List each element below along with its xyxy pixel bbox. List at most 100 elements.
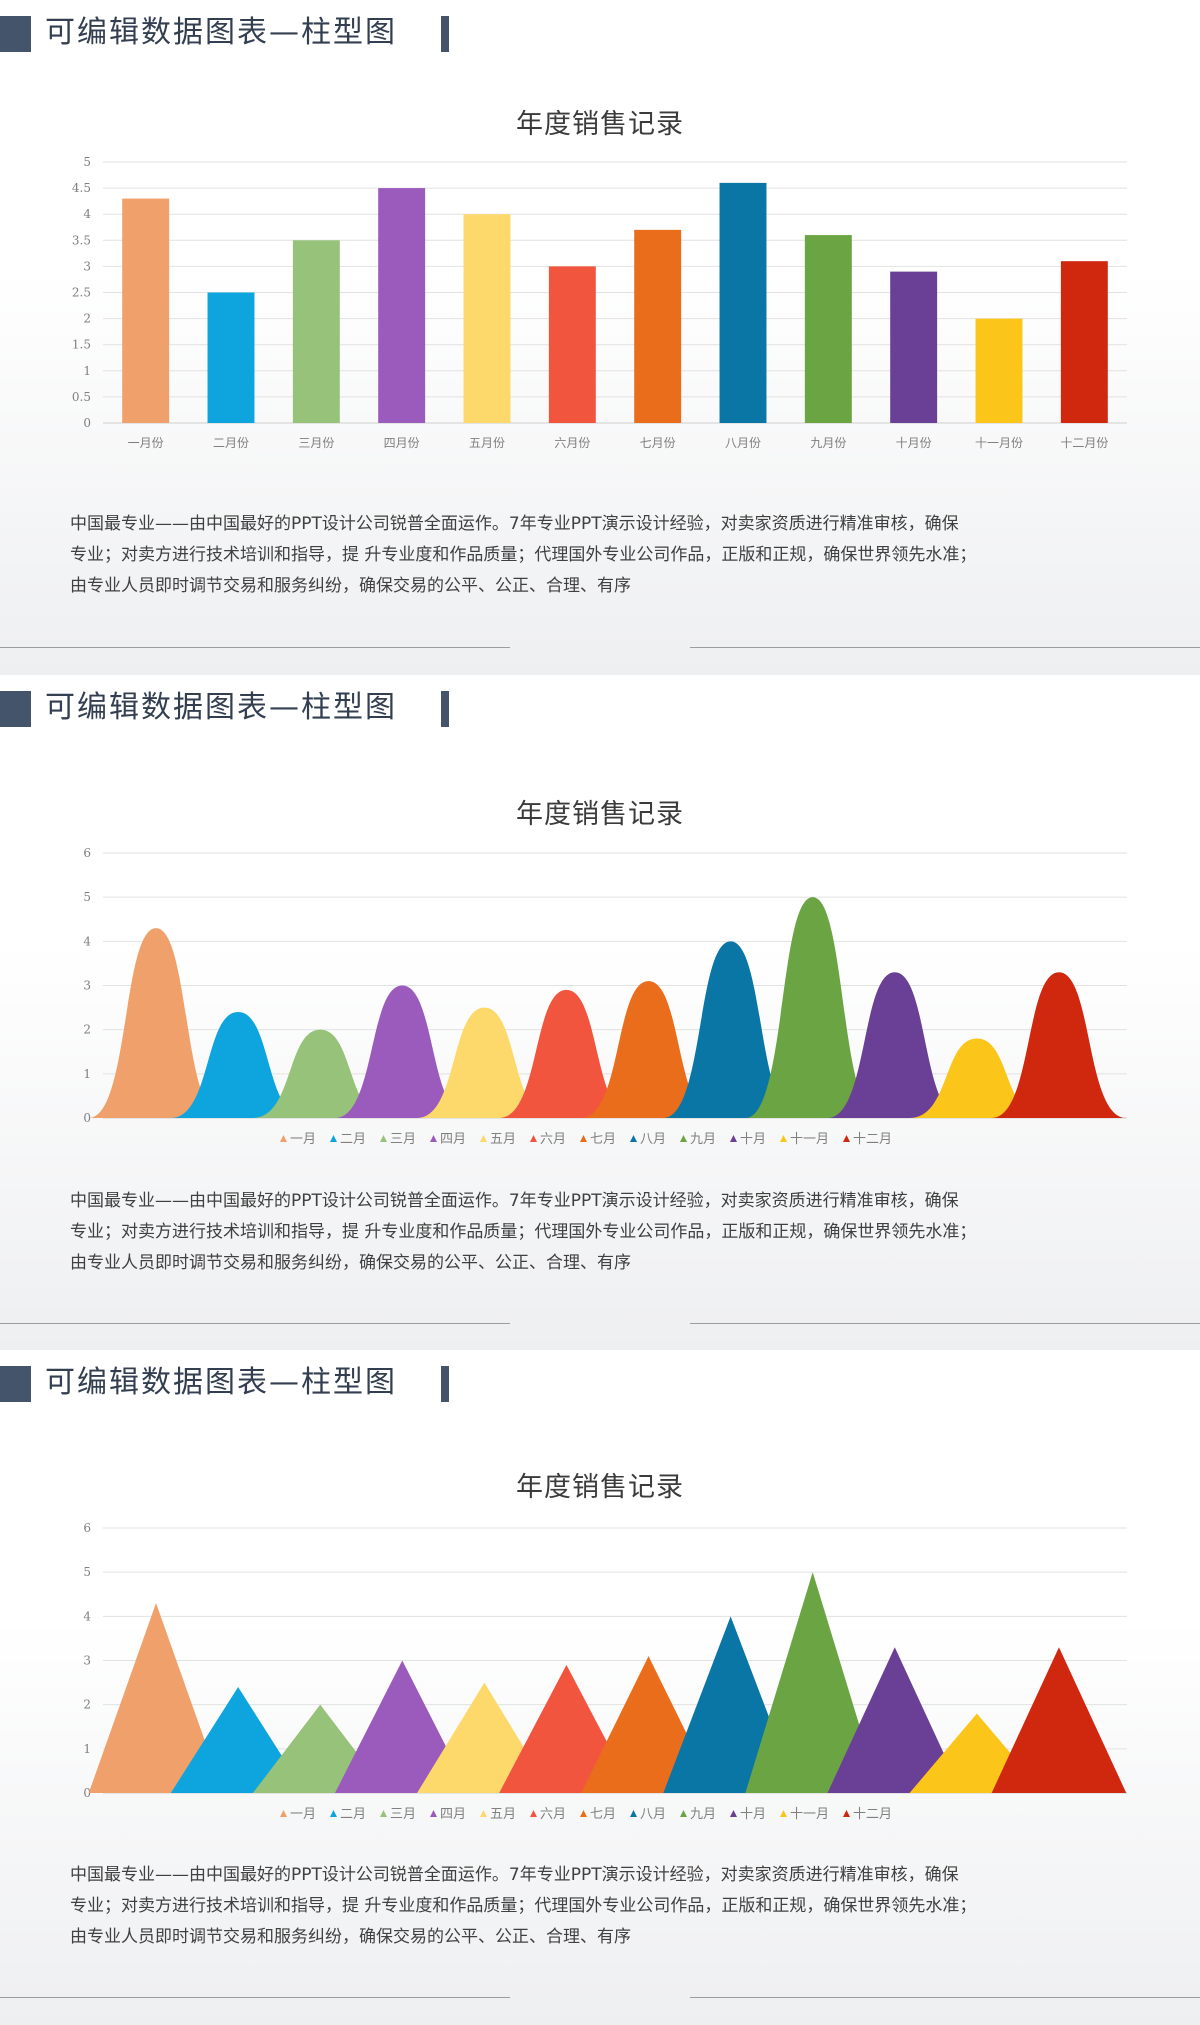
legend-label: 十一月 bbox=[790, 1807, 829, 1822]
bar bbox=[1061, 261, 1108, 423]
description: 中国最专业——由中国最好的PPT设计公司锐普全面运作。7年专业PPT演示设计经验… bbox=[70, 509, 1140, 602]
bar bbox=[720, 183, 767, 423]
y-tick-label: 1 bbox=[83, 364, 91, 378]
description-line: 中国最专业——由中国最好的PPT设计公司锐普全面运作。7年专业PPT演示设计经验… bbox=[70, 1186, 1140, 1217]
y-tick-label: 4 bbox=[83, 207, 91, 221]
bar bbox=[464, 214, 511, 423]
legend-marker bbox=[580, 1810, 587, 1817]
legend-label: 十一月 bbox=[790, 1132, 829, 1147]
legend-marker bbox=[280, 1135, 287, 1142]
description-line: 专业；对卖方进行技术培训和指导，提 升专业度和作品质量；代理国外专业公司作品，正… bbox=[70, 1891, 1140, 1922]
legend-label: 六月 bbox=[540, 1132, 566, 1147]
legend-marker bbox=[480, 1810, 487, 1817]
legend-label: 三月 bbox=[390, 1807, 416, 1822]
bar bbox=[293, 240, 340, 423]
legend-marker bbox=[530, 1135, 537, 1142]
divider-right bbox=[690, 1323, 1200, 1324]
description-line: 专业；对卖方进行技术培训和指导，提 升专业度和作品质量；代理国外专业公司作品，正… bbox=[70, 1217, 1140, 1248]
legend-marker bbox=[630, 1135, 637, 1142]
y-tick-label: 6 bbox=[83, 1521, 91, 1535]
legend-marker bbox=[680, 1135, 687, 1142]
divider-left bbox=[0, 647, 510, 648]
y-tick-label: 3 bbox=[83, 979, 91, 993]
legend-marker bbox=[430, 1810, 437, 1817]
description-line: 由专业人员即时调节交易和服务纠纷，确保交易的公平、公正、合理、有序 bbox=[70, 1922, 1140, 1953]
legend-marker bbox=[330, 1135, 337, 1142]
legend-label: 一月 bbox=[290, 1132, 316, 1147]
legend-marker bbox=[580, 1135, 587, 1142]
legend-label: 四月 bbox=[440, 1132, 466, 1147]
bar bbox=[976, 319, 1023, 423]
divider-left bbox=[0, 1323, 510, 1324]
x-tick-label: 五月份 bbox=[469, 436, 505, 450]
y-tick-label: 2 bbox=[83, 312, 91, 326]
legend-label: 二月 bbox=[340, 1807, 366, 1822]
x-tick-label: 一月份 bbox=[128, 436, 164, 450]
description: 中国最专业——由中国最好的PPT设计公司锐普全面运作。7年专业PPT演示设计经验… bbox=[70, 1186, 1140, 1279]
description-line: 中国最专业——由中国最好的PPT设计公司锐普全面运作。7年专业PPT演示设计经验… bbox=[70, 509, 1140, 540]
divider-left bbox=[0, 1997, 510, 1998]
y-tick-label: 3 bbox=[83, 1654, 91, 1668]
x-tick-label: 十二月份 bbox=[1060, 436, 1108, 450]
description-line: 专业；对卖方进行技术培训和指导，提 升专业度和作品质量；代理国外专业公司作品，正… bbox=[70, 540, 1140, 571]
bar bbox=[890, 272, 937, 423]
y-tick-label: 2 bbox=[83, 1698, 91, 1712]
bar bbox=[208, 293, 255, 424]
divider-right bbox=[690, 647, 1200, 648]
legend-marker bbox=[780, 1135, 787, 1142]
legend-label: 一月 bbox=[290, 1807, 316, 1822]
y-tick-label: 3.5 bbox=[72, 233, 91, 247]
y-tick-label: 0.5 bbox=[72, 390, 91, 404]
legend-marker bbox=[330, 1810, 337, 1817]
x-tick-label: 十月份 bbox=[896, 436, 932, 450]
bar bbox=[549, 266, 596, 423]
legend-label: 七月 bbox=[590, 1807, 616, 1822]
legend-marker bbox=[380, 1135, 387, 1142]
x-tick-label: 十一月份 bbox=[975, 436, 1023, 450]
legend-marker bbox=[630, 1810, 637, 1817]
x-tick-label: 六月份 bbox=[554, 436, 590, 450]
legend-marker bbox=[530, 1810, 537, 1817]
legend-marker bbox=[730, 1135, 737, 1142]
y-tick-label: 3 bbox=[83, 259, 91, 273]
description: 中国最专业——由中国最好的PPT设计公司锐普全面运作。7年专业PPT演示设计经验… bbox=[70, 1860, 1140, 1953]
legend-label: 七月 bbox=[590, 1132, 616, 1147]
triangle-peak bbox=[992, 1647, 1127, 1793]
y-tick-label: 4 bbox=[83, 1609, 91, 1623]
x-tick-label: 四月份 bbox=[384, 436, 420, 450]
y-tick-label: 5 bbox=[83, 890, 91, 904]
legend-label: 九月 bbox=[690, 1807, 716, 1822]
legend-label: 五月 bbox=[490, 1807, 516, 1822]
legend-marker bbox=[680, 1810, 687, 1817]
x-tick-label: 三月份 bbox=[298, 436, 334, 450]
legend-marker bbox=[280, 1810, 287, 1817]
description-line: 由专业人员即时调节交易和服务纠纷，确保交易的公平、公正、合理、有序 bbox=[70, 571, 1140, 602]
legend-label: 二月 bbox=[340, 1132, 366, 1147]
y-tick-label: 2 bbox=[83, 1023, 91, 1037]
bar bbox=[378, 188, 425, 423]
legend-marker bbox=[843, 1135, 850, 1142]
legend-label: 八月 bbox=[640, 1132, 666, 1147]
legend-label: 四月 bbox=[440, 1807, 466, 1822]
legend-label: 十月 bbox=[740, 1807, 766, 1822]
legend-label: 三月 bbox=[390, 1132, 416, 1147]
bar bbox=[122, 199, 169, 423]
bar bbox=[634, 230, 681, 423]
description-line: 由专业人员即时调节交易和服务纠纷，确保交易的公平、公正、合理、有序 bbox=[70, 1248, 1140, 1279]
y-tick-label: 0 bbox=[83, 416, 91, 430]
bar bbox=[805, 235, 852, 423]
slide-2: 可编辑数据图表—柱型图 年度销售记录 0 1 2 3 4 5 6 一月 二月 三月 四月 五月 六月 七月… bbox=[0, 675, 1200, 1350]
legend-marker bbox=[430, 1135, 437, 1142]
legend-label: 十月 bbox=[740, 1132, 766, 1147]
y-tick-label: 4 bbox=[83, 934, 91, 948]
x-tick-label: 七月份 bbox=[640, 436, 676, 450]
legend-label: 八月 bbox=[640, 1807, 666, 1822]
slide-3: 可编辑数据图表—柱型图 年度销售记录 0 1 2 3 4 5 6 一月 二月 三月 四月 五月 六月 七月… bbox=[0, 1350, 1200, 2025]
description-line: 中国最专业——由中国最好的PPT设计公司锐普全面运作。7年专业PPT演示设计经验… bbox=[70, 1860, 1140, 1891]
legend-label: 六月 bbox=[540, 1807, 566, 1822]
y-tick-label: 4.5 bbox=[72, 181, 91, 195]
x-tick-label: 八月份 bbox=[725, 436, 761, 450]
legend-marker bbox=[730, 1810, 737, 1817]
legend-marker bbox=[480, 1135, 487, 1142]
y-tick-label: 5 bbox=[83, 1565, 91, 1579]
